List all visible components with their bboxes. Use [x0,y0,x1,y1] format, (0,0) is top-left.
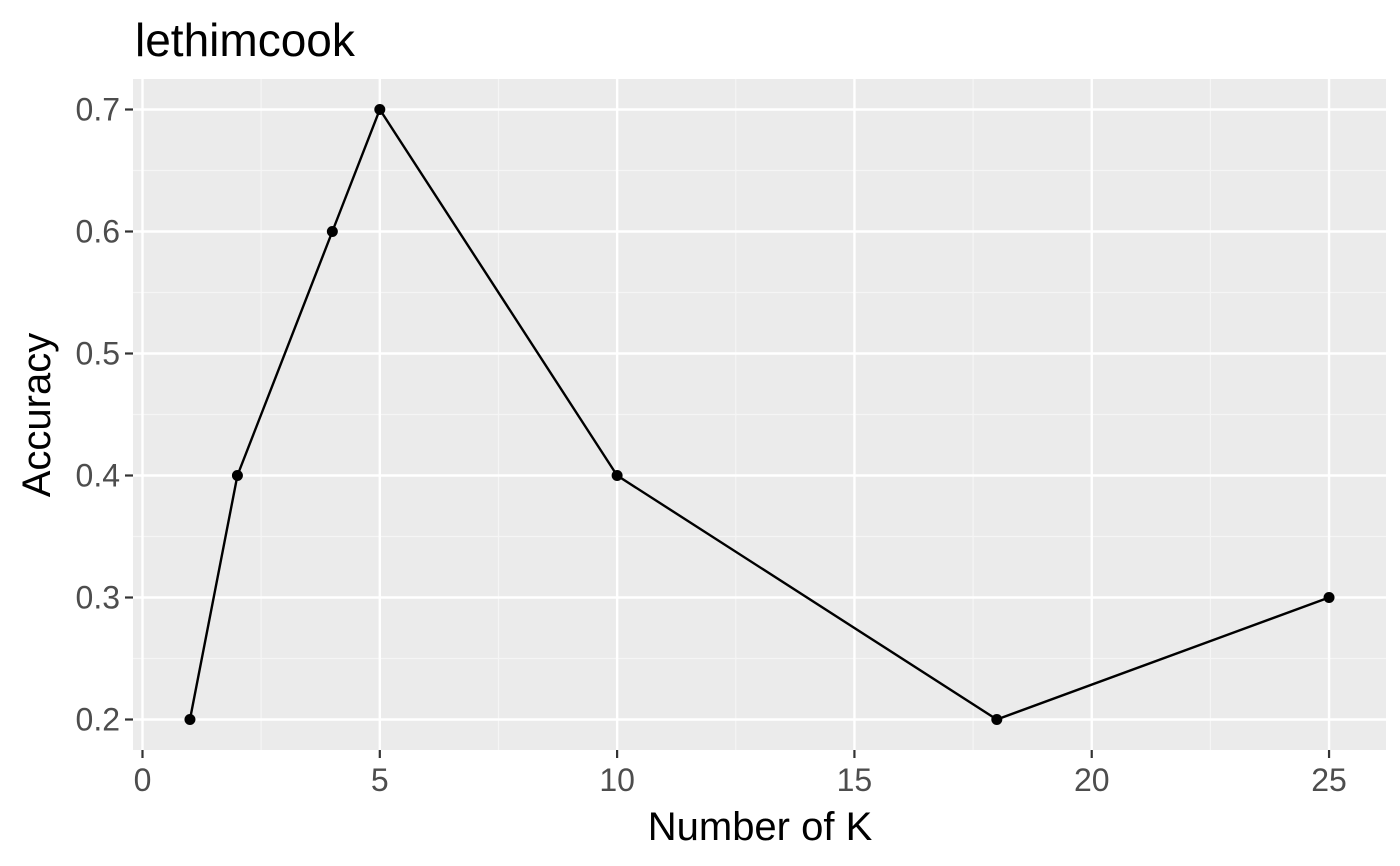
x-tick-label: 0 [134,762,152,798]
data-point [991,714,1003,725]
x-tick-label: 10 [599,762,635,798]
axis-tick-marks [125,108,1331,758]
data-series [184,104,1335,725]
x-tick-label: 15 [837,762,873,798]
data-point [1323,592,1335,603]
x-tick-label: 20 [1074,762,1110,798]
chart-title: lethimcook [135,14,356,66]
data-point [326,226,338,237]
major-gridlines [133,79,1386,750]
tick-labels: 0 5 10 15 20 25 0.2 0.3 0.4 0.5 0.6 0.7 [76,92,1347,799]
data-point [611,470,623,481]
minor-gridlines [133,79,1386,750]
y-tick-label: 0.6 [76,214,120,250]
data-point [374,104,386,115]
y-tick-label: 0.7 [76,92,120,128]
y-tick-label: 0.3 [76,580,120,616]
x-tick-label: 5 [371,762,389,798]
y-tick-label: 0.4 [76,458,120,494]
y-tick-label: 0.5 [76,336,120,372]
x-tick-label: 25 [1311,762,1347,798]
x-axis-title: Number of K [648,805,873,849]
y-axis-title: Accuracy [15,333,59,498]
y-tick-label: 0.2 [76,702,120,738]
data-point [231,470,243,481]
data-point [184,714,196,725]
